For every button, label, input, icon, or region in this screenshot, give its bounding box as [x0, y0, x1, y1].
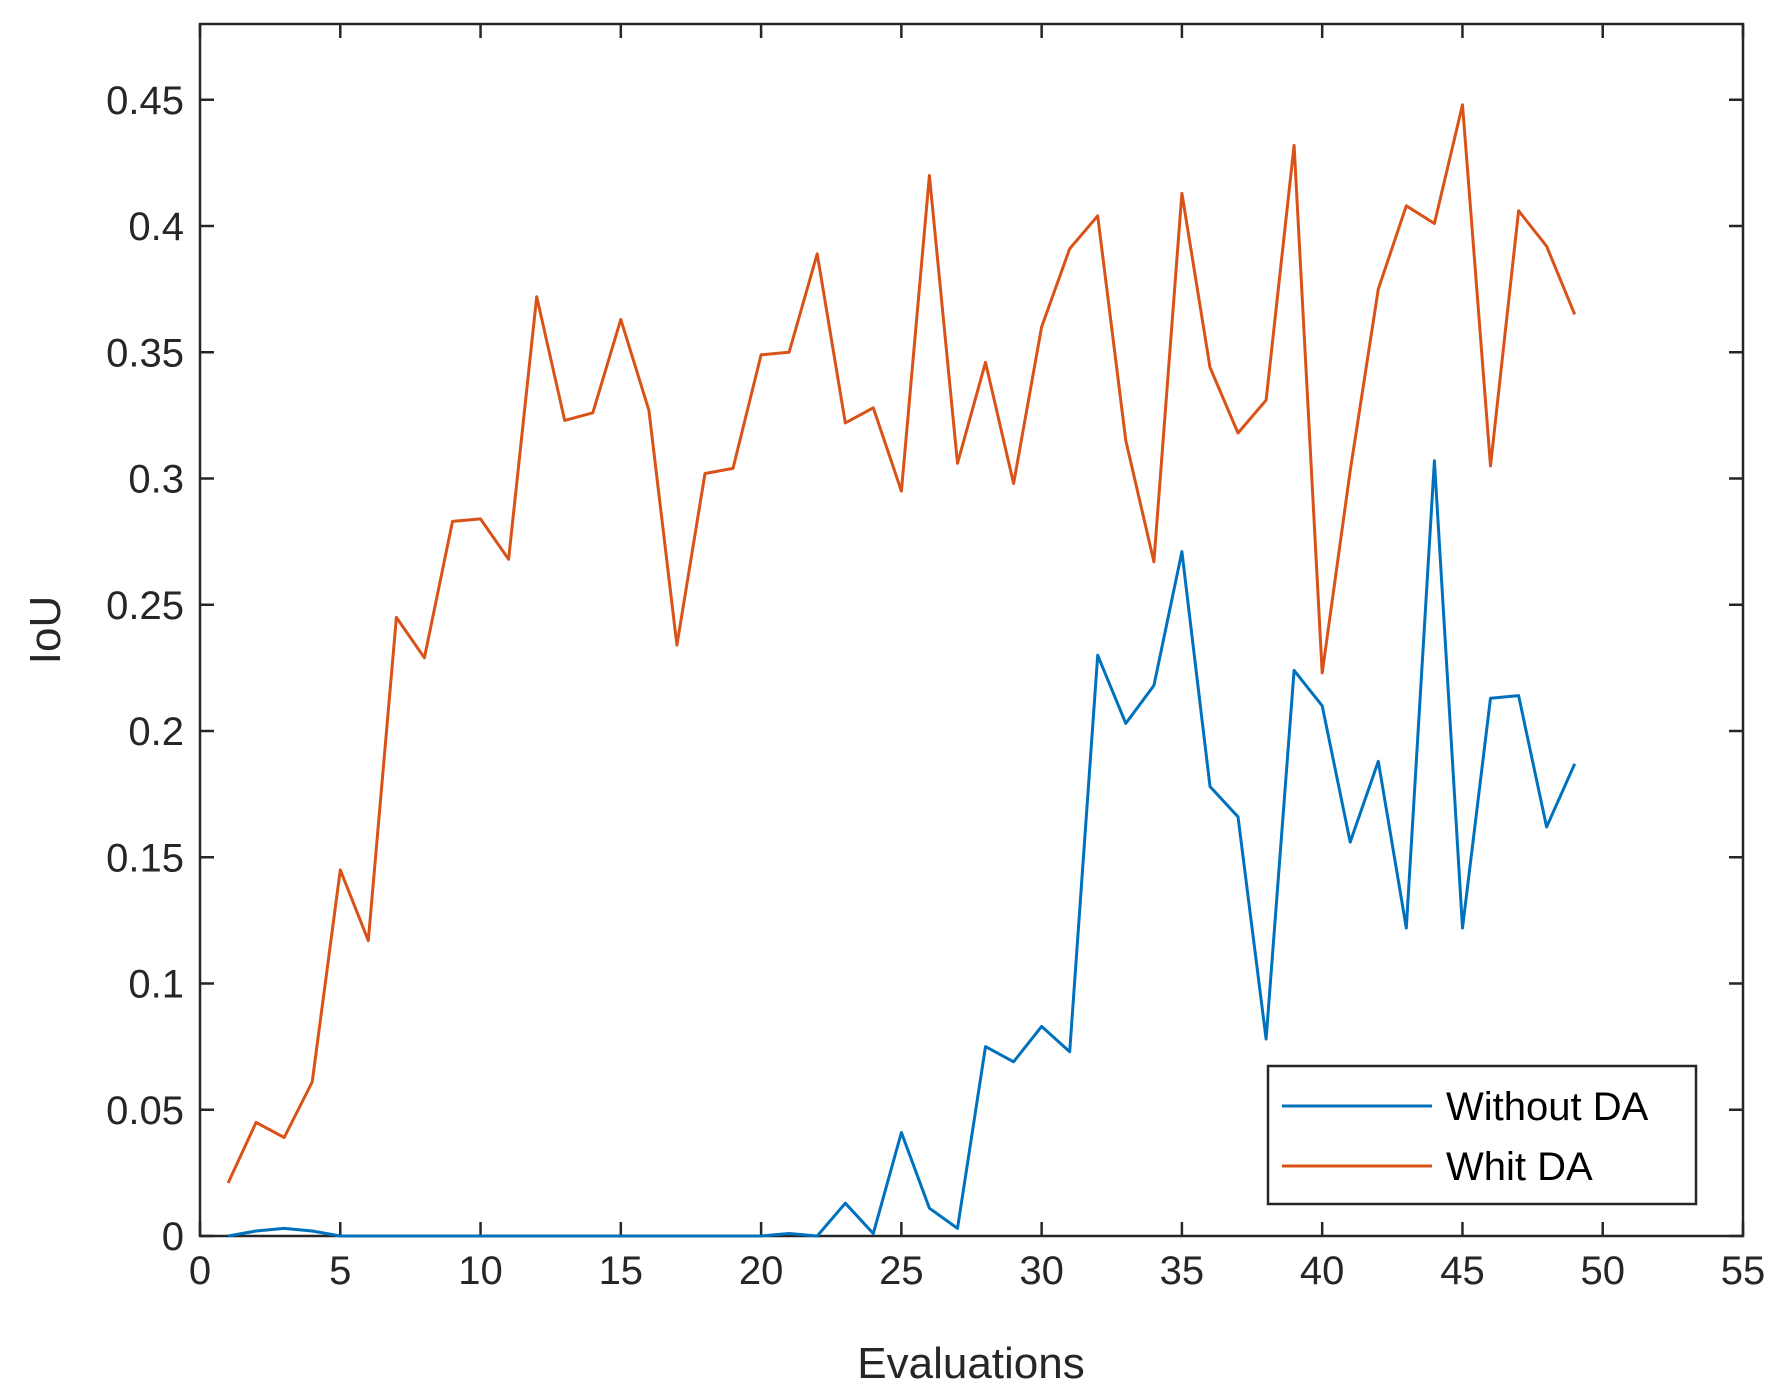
y-tick-label: 0.25 [106, 584, 184, 628]
y-tick-label: 0.2 [128, 710, 184, 754]
series-line-without-da [227, 459, 1577, 1238]
x-tick-label: 40 [1300, 1249, 1345, 1293]
y-tick-label: 0.45 [106, 79, 184, 123]
axis-ticks: 0 5 10 15 20 25 30 35 40 45 50 55 0 0.05 0.1 0.15 0.2 0.2… [106, 24, 1765, 1293]
x-tick-label: 20 [739, 1249, 784, 1293]
x-tick-label: 35 [1160, 1249, 1205, 1293]
plot-area [198, 22, 1745, 1238]
y-tick-label: 0.1 [128, 963, 184, 1007]
legend: Without DA Whit DA [1266, 1064, 1698, 1206]
x-tick-label: 10 [458, 1249, 503, 1293]
x-tick-label: 45 [1440, 1249, 1485, 1293]
y-tick-label: 0 [162, 1215, 184, 1259]
y-tick-label: 0.3 [128, 458, 184, 502]
x-tick-label: 0 [189, 1249, 211, 1293]
x-tick-label: 15 [599, 1249, 644, 1293]
legend-box [1266, 1064, 1698, 1206]
y-tick-label: 0.4 [128, 205, 184, 249]
x-tick-label: 5 [329, 1249, 351, 1293]
series-line-whit-da [226, 103, 1577, 1184]
x-tick-label: 30 [1019, 1249, 1064, 1293]
y-axis-title: IoU [21, 596, 70, 664]
legend-label-without-da: Without DA [1446, 1085, 1649, 1129]
y-tick-label: 0.35 [106, 331, 184, 375]
legend-label-whit-da: Whit DA [1446, 1145, 1593, 1189]
series-lines [226, 103, 1577, 1238]
x-axis-title: Evaluations [857, 1339, 1084, 1388]
y-tick-label: 0.15 [106, 836, 184, 880]
x-tick-label: 55 [1721, 1249, 1766, 1293]
x-tick-label: 25 [879, 1249, 924, 1293]
y-tick-label: 0.05 [106, 1089, 184, 1133]
x-tick-label: 50 [1580, 1249, 1625, 1293]
